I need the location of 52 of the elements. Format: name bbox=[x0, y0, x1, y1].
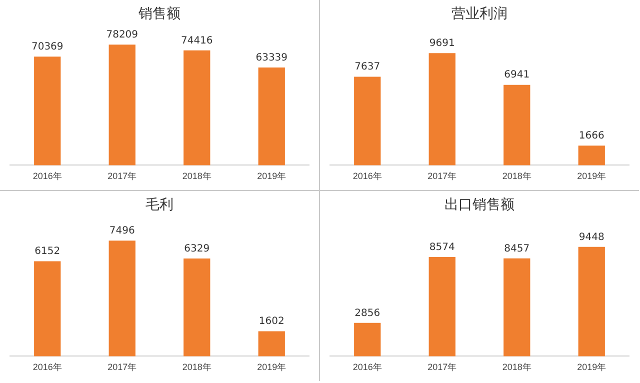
data-label: 1666 bbox=[578, 130, 604, 142]
x-tick-label: 2017年 bbox=[108, 362, 137, 372]
bar bbox=[578, 246, 605, 356]
bar bbox=[428, 256, 456, 356]
bar bbox=[578, 146, 605, 166]
x-tick-label: 2018年 bbox=[502, 362, 532, 372]
data-label: 8457 bbox=[504, 243, 530, 254]
data-label: 8574 bbox=[429, 242, 455, 253]
bar bbox=[504, 258, 530, 356]
data-label: 6329 bbox=[184, 243, 210, 254]
data-label: 7496 bbox=[109, 226, 135, 237]
bar bbox=[428, 53, 456, 166]
bar bbox=[504, 84, 530, 166]
data-label: 74416 bbox=[180, 35, 213, 46]
bar bbox=[184, 258, 210, 356]
data-label: 63339 bbox=[256, 52, 288, 64]
x-tick-label: 2016年 bbox=[352, 362, 382, 372]
x-tick-label: 2018年 bbox=[502, 171, 532, 182]
bar bbox=[108, 240, 136, 356]
bar bbox=[258, 67, 285, 166]
chart-title: 出口销售额 bbox=[444, 197, 514, 214]
x-tick-label: 2016年 bbox=[32, 362, 62, 372]
x-tick-label: 2019年 bbox=[257, 171, 286, 182]
x-tick-label: 2018年 bbox=[182, 362, 212, 372]
chart-title: 营业利润 bbox=[452, 6, 508, 22]
data-label: 9448 bbox=[578, 232, 604, 243]
data-label: 78209 bbox=[106, 30, 138, 41]
chart-title: 销售额 bbox=[138, 6, 180, 22]
data-label: 9691 bbox=[429, 38, 455, 50]
x-tick-label: 2019年 bbox=[577, 171, 606, 182]
bar bbox=[34, 56, 61, 166]
x-tick-label: 2019年 bbox=[577, 362, 606, 372]
bar bbox=[354, 322, 381, 356]
x-tick-label: 2017年 bbox=[428, 362, 457, 372]
x-tick-label: 2019年 bbox=[257, 362, 286, 372]
x-tick-label: 2016年 bbox=[32, 171, 62, 182]
bar bbox=[34, 261, 61, 356]
bar bbox=[258, 331, 285, 356]
data-label: 70369 bbox=[31, 42, 64, 53]
data-label: 1602 bbox=[258, 316, 284, 328]
data-label: 6152 bbox=[34, 246, 60, 258]
bar bbox=[108, 44, 136, 166]
x-tick-label: 2017年 bbox=[428, 171, 457, 182]
data-label: 2856 bbox=[354, 308, 380, 319]
x-tick-label: 2016年 bbox=[352, 171, 382, 182]
bar bbox=[184, 50, 210, 166]
data-label: 7637 bbox=[354, 62, 380, 73]
bar bbox=[354, 76, 381, 166]
data-label: 6941 bbox=[504, 70, 530, 81]
x-tick-label: 2018年 bbox=[182, 171, 212, 182]
chart-title: 毛利 bbox=[146, 197, 174, 214]
x-tick-label: 2017年 bbox=[108, 171, 137, 182]
